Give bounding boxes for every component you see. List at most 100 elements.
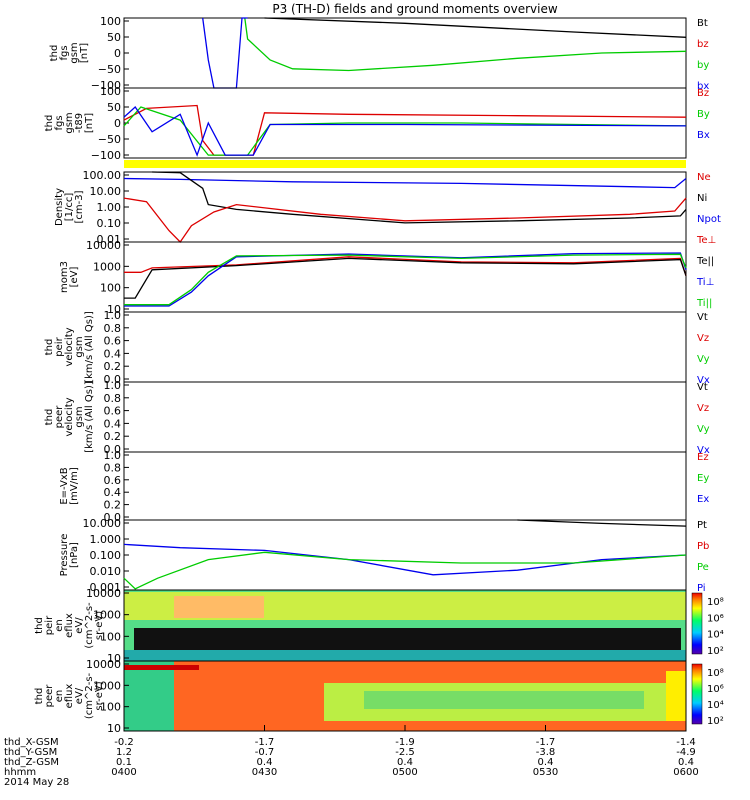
y-axis-label: gsm (74, 406, 85, 427)
x-tick-label: 0600 (673, 767, 698, 778)
y-axis-label: Density (54, 188, 65, 226)
y-axis-label: [nPa] (69, 542, 80, 568)
y-axis-label: [mV/m] (69, 467, 80, 505)
legend-entry: Ti|| (696, 298, 712, 309)
panel-9: 10⁸ 10⁶ 10⁴ 10² 10000 1000 100 10 thd peir en eflux… (34, 587, 724, 665)
panel-5: 1.00.80.60.40.20.0 thd peir velocity gsm [km/… (44, 309, 710, 386)
colorbar-label: 10⁶ (707, 684, 724, 695)
spectrogram-right-edge (666, 671, 686, 721)
y-axis-label: en (54, 690, 65, 703)
y-axis-label: [cm-3] (74, 190, 85, 223)
y-axis-label: mom3 (59, 261, 70, 293)
y-tick-label: 0.2 (104, 430, 122, 443)
y-axis-label: Pressure (59, 534, 70, 577)
y-tick-label: 50 (107, 31, 121, 44)
y-tick-label: 10000 (86, 239, 121, 252)
time-axis: -0.21.20.10400-1.7-0.70.40430-1.9-2.50.4… (4, 725, 699, 788)
y-axis-label: [km/s (All Qs)] (84, 311, 95, 383)
legend-entry: Vt (697, 382, 708, 393)
y-tick-label: 1.0 (104, 449, 122, 462)
y-tick-label: 0.2 (104, 499, 122, 512)
series-Bz (123, 104, 687, 156)
y-tick-label: 0.8 (104, 392, 122, 405)
spectrogram-left-region (124, 661, 174, 731)
panel-frame (123, 519, 687, 591)
y-tick-label: 0.8 (104, 461, 122, 474)
x-tick-label: 0.4 (397, 757, 413, 768)
panel-frame (123, 451, 687, 521)
legend-entry: Ni (697, 193, 707, 204)
x-row-label: hhmm (4, 767, 36, 778)
x-tick-label: 0430 (252, 767, 277, 778)
series-Ne (123, 197, 687, 244)
y-axis-label: sr-eV) (94, 681, 105, 710)
y-axis-label: E=-VxB (59, 467, 70, 504)
y-tick-label: 50 (107, 101, 121, 114)
panel-10: 10⁸ 10⁶ 10⁴ 10² 10000 1000 100 10 thd peer en eflux… (34, 658, 724, 735)
y-axis-label: velocity (64, 397, 75, 436)
x-tick-label: -3.8 (536, 747, 556, 758)
legend-entry: Pb (697, 541, 709, 552)
y-tick-label: 0.4 (104, 417, 122, 430)
legend-entry: By (697, 109, 710, 120)
legend-entry: Vz (697, 333, 709, 344)
colorbar-label: 10² (707, 716, 724, 727)
y-tick-label: 0.001 (90, 581, 122, 594)
y-tick-label: −50 (98, 63, 121, 76)
legend-entry: Ey (697, 473, 709, 484)
x-tick-label: 0.1 (116, 757, 132, 768)
colorbar-label: 10⁶ (707, 613, 724, 624)
series-bx (202, 17, 248, 89)
y-tick-label: 0.2 (104, 360, 122, 373)
y-tick-label: 0.10 (97, 217, 122, 230)
legend-entry: Te|| (696, 256, 714, 267)
y-tick-label: 0 (114, 117, 121, 130)
y-tick-label: 0.01 (97, 233, 122, 246)
legend-entry: Vx (697, 445, 710, 456)
spectrogram-low-band (124, 650, 686, 661)
y-tick-label: 1000 (93, 679, 121, 692)
legend-entry: Vz (697, 403, 709, 414)
y-tick-label: 0.8 (104, 322, 122, 335)
y-axis-label: gsm (64, 112, 75, 133)
spectrogram-central-core (364, 691, 644, 709)
panel-frame (123, 311, 687, 383)
y-axis-label: [km/s (All Qs)] (84, 381, 95, 453)
legend-entry: Ne (697, 172, 711, 183)
legend-entry: bx (697, 81, 709, 92)
y-tick-label: 10.000 (83, 517, 122, 530)
series-Ni (152, 171, 687, 224)
y-axis-label: gsm (69, 42, 80, 63)
y-axis-label: thd (49, 45, 60, 62)
y-axis-label: thd (44, 115, 55, 132)
y-tick-label: 0.6 (104, 405, 122, 418)
x-tick-label: -1.7 (255, 737, 275, 748)
y-tick-label: 0.0 (104, 373, 122, 386)
colorbar-label: 10⁴ (707, 630, 724, 641)
y-tick-label: 100 (100, 15, 121, 28)
series-by (244, 17, 687, 72)
series-Te⊥ (124, 256, 687, 276)
legend-entry: Bz (697, 88, 709, 99)
legend-entry: Vy (697, 354, 710, 365)
y-tick-label: 10 (107, 722, 121, 735)
y-axis-label: sr-eV) (94, 611, 105, 640)
x-tick-label: -2.5 (395, 747, 415, 758)
y-tick-label: −50 (98, 133, 121, 146)
legend-entry: Ex (697, 494, 709, 505)
x-tick-label: 0.4 (257, 757, 273, 768)
colorbar (691, 663, 703, 725)
y-tick-label: 100 (100, 630, 121, 643)
y-tick-label: 100 (100, 282, 121, 295)
y-axis-label: [1/cc] (64, 193, 75, 222)
x-row-label: thd_X-GSM (4, 737, 59, 748)
y-tick-label: 10000 (86, 587, 121, 600)
legend-entry: Bx (697, 130, 710, 141)
y-tick-label: 100 (100, 701, 121, 714)
y-tick-label: 10 (107, 652, 121, 665)
y-axis-label: [eV] (69, 267, 80, 288)
x-tick-label: -0.7 (255, 747, 275, 758)
series-Bt (264, 17, 687, 38)
y-tick-label: 0.0 (104, 511, 122, 524)
y-axis-label: peir (54, 336, 65, 356)
